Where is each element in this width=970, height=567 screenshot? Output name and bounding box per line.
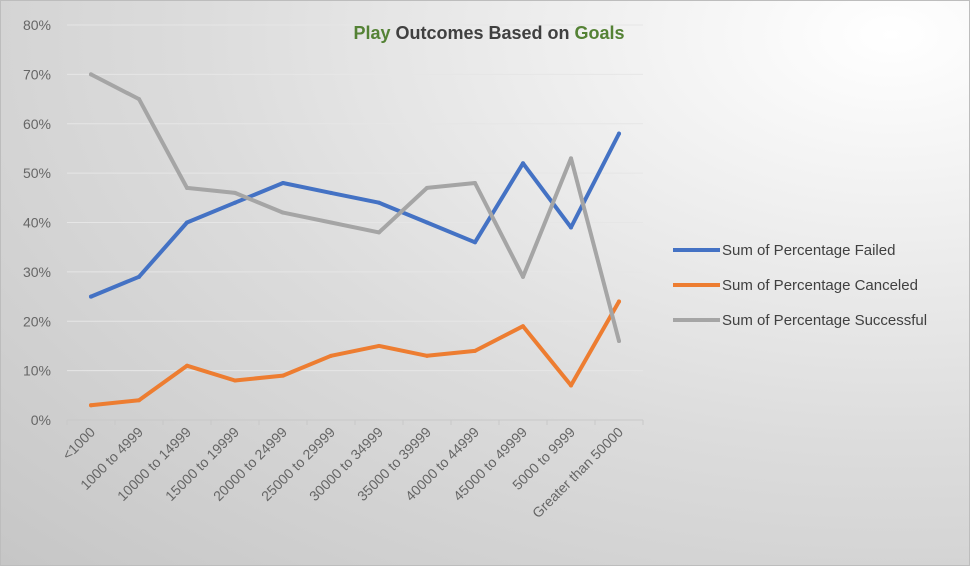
legend-item: Sum of Percentage Successful	[673, 312, 927, 329]
data-point	[425, 220, 429, 225]
y-tick-label: 50%	[23, 165, 51, 181]
data-point	[473, 348, 477, 353]
data-point	[617, 339, 621, 343]
data-point	[521, 161, 525, 166]
data-point	[233, 378, 237, 383]
data-point	[377, 200, 381, 205]
data-point	[617, 131, 621, 136]
gridlines	[67, 24, 643, 421]
legend-label: Sum of Percentage Successful	[722, 312, 927, 329]
y-tick-label: 20%	[23, 313, 51, 329]
data-point	[569, 225, 573, 230]
data-point	[473, 240, 477, 245]
legend-label: Sum of Percentage Failed	[722, 242, 895, 259]
y-tick-label: 0%	[31, 412, 51, 428]
data-point	[329, 190, 333, 195]
data-point	[425, 185, 429, 190]
series-1	[89, 299, 621, 408]
data-point	[377, 343, 381, 348]
data-point	[281, 210, 285, 215]
data-point	[185, 363, 189, 368]
legend-item: Sum of Percentage Canceled	[673, 277, 918, 294]
data-point	[569, 383, 573, 388]
data-point	[281, 373, 285, 378]
y-tick-label: 40%	[23, 215, 51, 231]
y-tick-label: 10%	[23, 363, 51, 379]
data-point	[329, 353, 333, 358]
data-point	[137, 97, 141, 102]
data-point	[89, 403, 93, 408]
y-tick-label: 80%	[23, 17, 51, 33]
data-point	[377, 230, 381, 235]
title-segment: Play	[353, 23, 390, 43]
chart-title: Play Outcomes Based on Goals	[353, 23, 624, 43]
legend-item: Sum of Percentage Failed	[673, 242, 895, 259]
data-point	[521, 324, 525, 329]
data-point	[281, 181, 285, 185]
data-point	[617, 299, 621, 304]
data-point	[521, 274, 525, 279]
data-point	[89, 72, 93, 77]
y-axis-ticks: 0% 10% 20% 30% 40% 50% 60% 70% 80%	[23, 17, 51, 428]
series-2	[89, 72, 621, 343]
data-point	[425, 353, 429, 358]
x-tick-label: <1000	[59, 424, 98, 463]
y-tick-label: 30%	[23, 264, 51, 280]
x-tick-label: Greater than 50000	[529, 424, 626, 521]
data-point	[137, 274, 141, 279]
y-tick-label: 60%	[23, 116, 51, 132]
series-line	[89, 131, 621, 299]
title-segment: Outcomes Based on	[390, 23, 574, 43]
title-segment: Goals	[575, 23, 625, 43]
series-0	[89, 131, 621, 299]
y-tick-label: 70%	[23, 66, 51, 82]
data-point	[185, 220, 189, 225]
legend: Sum of Percentage Failed Sum of Percentag…	[673, 242, 927, 329]
data-point	[473, 181, 477, 185]
data-point	[233, 190, 237, 195]
data-point	[89, 294, 93, 299]
data-point	[137, 398, 141, 403]
data-point	[233, 200, 237, 205]
series-line	[89, 299, 621, 408]
series-lines	[89, 72, 621, 408]
data-point	[329, 220, 333, 225]
legend-label: Sum of Percentage Canceled	[722, 277, 918, 294]
data-point	[569, 156, 573, 161]
data-point	[185, 185, 189, 190]
series-line	[89, 72, 621, 343]
